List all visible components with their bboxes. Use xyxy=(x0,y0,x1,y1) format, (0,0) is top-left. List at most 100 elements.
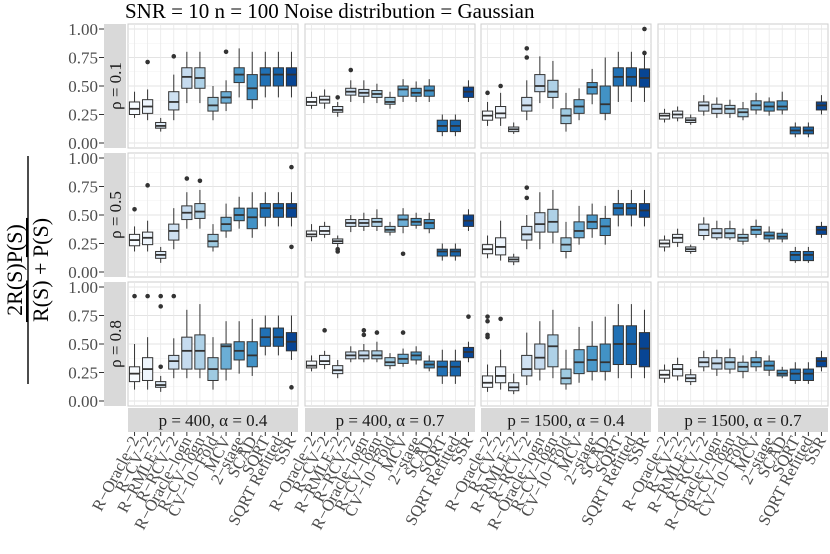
iqr-box xyxy=(625,203,637,216)
box-2 xyxy=(495,220,507,261)
box-1 xyxy=(128,293,141,390)
iqr-box xyxy=(397,214,409,227)
facet-panel xyxy=(480,281,652,407)
box-3 xyxy=(155,246,167,263)
outlier-point xyxy=(485,90,490,96)
chart-title: SNR = 10 n = 100 Noise distribution = Ga… xyxy=(125,0,535,23)
column-strip-label: p = 1500, α = 0.4 xyxy=(507,411,625,430)
box-4 xyxy=(698,95,710,116)
outlier-point xyxy=(524,55,530,60)
iqr-box xyxy=(534,343,546,370)
facet-panel xyxy=(127,152,299,278)
box-2 xyxy=(672,228,684,247)
row-strip-label: ρ = 0.1 xyxy=(106,62,125,110)
y-tick-label: 0.75 xyxy=(68,49,98,68)
iqr-box xyxy=(724,357,736,370)
y-tick-label: 1.00 xyxy=(68,20,98,39)
box-4 xyxy=(345,215,357,233)
iqr-box xyxy=(259,203,271,218)
box-4 xyxy=(698,217,710,241)
box-6 xyxy=(547,60,559,109)
outlier-point xyxy=(132,207,137,212)
outlier-point xyxy=(642,50,647,56)
box-7 xyxy=(560,92,572,132)
box-8 xyxy=(220,203,232,238)
outlier-point xyxy=(335,95,340,100)
box-1 xyxy=(481,314,494,392)
box-6 xyxy=(194,304,206,379)
iqr-box xyxy=(802,368,814,381)
iqr-box xyxy=(246,341,258,368)
box-9 xyxy=(763,355,775,376)
box-5 xyxy=(711,97,723,118)
iqr-box xyxy=(285,67,298,87)
box-9 xyxy=(763,97,775,116)
y-tick-label: 0.00 xyxy=(68,392,98,411)
iqr-box xyxy=(612,203,624,216)
box-1 xyxy=(658,108,671,123)
box-10 xyxy=(246,51,258,109)
outlier-point xyxy=(400,330,406,335)
box-1 xyxy=(128,91,141,118)
iqr-box xyxy=(560,368,572,385)
iqr-box xyxy=(436,360,448,377)
y-tick-label: 0.00 xyxy=(68,263,98,282)
box-1 xyxy=(658,364,671,383)
box-1 xyxy=(305,355,318,372)
outlier-point xyxy=(524,195,530,201)
box-5 xyxy=(358,212,370,231)
iqr-box xyxy=(168,91,180,111)
box-10 xyxy=(246,318,258,376)
box-11 xyxy=(789,122,801,138)
facet-panel xyxy=(480,23,652,149)
outlier-point xyxy=(498,83,503,89)
box-11 xyxy=(612,51,624,102)
column-strip-label: p = 400, α = 0.7 xyxy=(336,411,445,430)
box-13 xyxy=(638,26,651,102)
box-11 xyxy=(436,349,448,384)
box-5 xyxy=(534,192,546,250)
box-13 xyxy=(285,164,298,250)
facet-panel xyxy=(657,281,829,407)
iqr-box xyxy=(181,67,193,89)
box-5 xyxy=(358,80,370,104)
facet-panel xyxy=(657,23,829,149)
iqr-box xyxy=(638,332,651,368)
box-6 xyxy=(724,348,736,374)
box-5 xyxy=(181,309,193,379)
facet-panel xyxy=(304,152,476,278)
box-5 xyxy=(181,176,193,229)
box-5 xyxy=(534,321,546,381)
outlier-point xyxy=(289,385,294,390)
iqr-box xyxy=(815,357,828,368)
iqr-box xyxy=(272,203,284,218)
box-13 xyxy=(815,221,828,238)
outlier-point xyxy=(171,54,177,59)
iqr-box xyxy=(194,334,206,370)
box-6 xyxy=(547,309,559,379)
box-7 xyxy=(384,353,396,370)
iqr-box xyxy=(246,74,258,101)
box-11 xyxy=(259,315,271,356)
box-12 xyxy=(802,246,814,263)
outlier-point xyxy=(466,314,471,319)
y-tick-label: 0.50 xyxy=(68,77,98,96)
iqr-box xyxy=(586,82,598,95)
box-13 xyxy=(462,314,475,363)
column-strip-label: p = 1500, α = 0.7 xyxy=(684,411,802,430)
box-9 xyxy=(410,212,422,229)
outlier-point xyxy=(132,293,137,299)
iqr-box xyxy=(423,219,435,230)
box-10 xyxy=(423,212,435,234)
iqr-box xyxy=(449,248,461,257)
y-tick-label: 0.25 xyxy=(68,235,98,254)
iqr-box xyxy=(220,343,232,370)
box-5 xyxy=(181,51,193,104)
box-4 xyxy=(345,67,357,102)
box-10 xyxy=(776,91,788,115)
box-11 xyxy=(259,51,271,98)
box-3 xyxy=(332,235,344,254)
outlier-point xyxy=(171,293,177,299)
box-2 xyxy=(142,183,154,252)
box-7 xyxy=(207,86,219,121)
